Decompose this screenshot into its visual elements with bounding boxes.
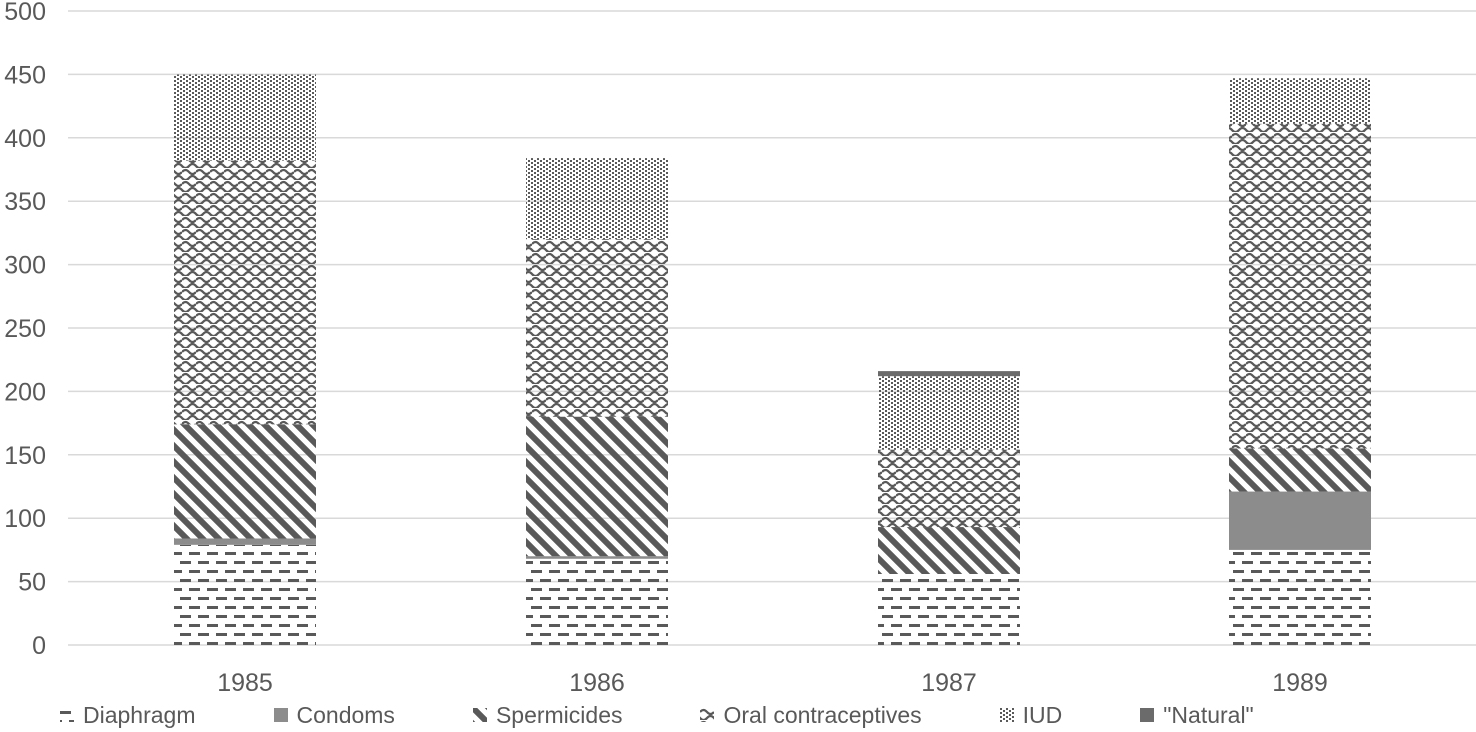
bar-segment-spermicides-1985 (174, 424, 316, 539)
bar-segment-iud-1987 (878, 376, 1020, 450)
bar-segment-diaphragm-1985 (174, 544, 316, 645)
legend-item-spermicides: Spermicides (472, 701, 623, 729)
spermicides-pattern-swatch-icon (472, 708, 487, 722)
y-tick-label: 250 (4, 315, 46, 343)
x-tick-label: 1989 (1272, 669, 1328, 697)
x-tick-label: 1985 (217, 669, 273, 697)
diaphragm-pattern-swatch-icon (60, 708, 74, 722)
bar-segment-diaphragm-1989 (1229, 549, 1371, 645)
bar-segment-oral-contraceptives-1987 (878, 449, 1020, 528)
y-tick-label: 500 (4, 0, 46, 26)
x-tick-label: 1987 (921, 669, 977, 697)
bar-segment-oral-contraceptives-1989 (1229, 123, 1371, 449)
bar-segment-condoms-1989 (1229, 491, 1371, 550)
legend-item-natural: "Natural" (1140, 701, 1254, 729)
y-tick-label: 200 (4, 378, 46, 406)
legend-item-oral-contraceptives: Oral contraceptives (700, 701, 922, 729)
x-tick-label: 1986 (569, 669, 625, 697)
y-tick-label: 150 (4, 442, 46, 470)
bar-segment-natural-1987 (878, 371, 1020, 377)
bar-segment-condoms-1985 (174, 538, 316, 545)
bar-segment-condoms-1986 (526, 556, 668, 559)
bar-segment-spermicides-1989 (1229, 448, 1371, 492)
bar-segment-diaphragm-1986 (526, 558, 668, 645)
iud-pattern-swatch-icon (999, 708, 1014, 722)
y-tick-label: 100 (4, 505, 46, 533)
legend-item-diaphragm: Diaphragm (60, 702, 196, 729)
legend-label: Oral contraceptives (723, 701, 922, 728)
bars (174, 74, 1371, 645)
oral-contraceptives-pattern-swatch-icon (700, 708, 715, 722)
bar-segment-diaphragm-1987 (878, 573, 1020, 645)
y-tick-label: 400 (4, 125, 46, 153)
bar-segment-spermicides-1986 (526, 416, 668, 557)
chart-legend: Diaphragm Condoms Spermicides Oral contrace… (0, 698, 1476, 732)
natural-pattern-swatch-icon (1140, 708, 1155, 722)
bar-segment-iud-1986 (526, 158, 668, 240)
condoms-pattern-swatch-icon (273, 708, 288, 722)
y-tick-label: 300 (4, 252, 46, 280)
legend-label: Spermicides (495, 701, 623, 728)
legend-label: IUD (1022, 701, 1063, 728)
bar-segment-oral-contraceptives-1986 (526, 239, 668, 417)
x-axis-category-labels: 1985 1986 1987 1989 (217, 669, 1328, 697)
bar-segment-iud-1989 (1229, 78, 1371, 124)
bar-segment-oral-contraceptives-1985 (174, 160, 316, 425)
y-tick-label: 0 (32, 632, 46, 660)
y-tick-label: 450 (4, 61, 46, 89)
legend-label: "Natural" (1163, 701, 1254, 728)
legend-label: Diaphragm (83, 701, 196, 728)
y-axis-tick-labels: 0 50 100 150 200 250 300 350 400 450 500 (4, 0, 46, 660)
legend-item-condoms: Condoms (273, 701, 395, 729)
y-tick-label: 350 (4, 188, 46, 216)
bar-segment-spermicides-1987 (878, 527, 1020, 574)
y-tick-label: 50 (18, 569, 46, 597)
legend-item-iud: IUD (999, 701, 1063, 729)
legend-label: Condoms (296, 701, 395, 728)
bar-segment-iud-1985 (174, 74, 316, 161)
